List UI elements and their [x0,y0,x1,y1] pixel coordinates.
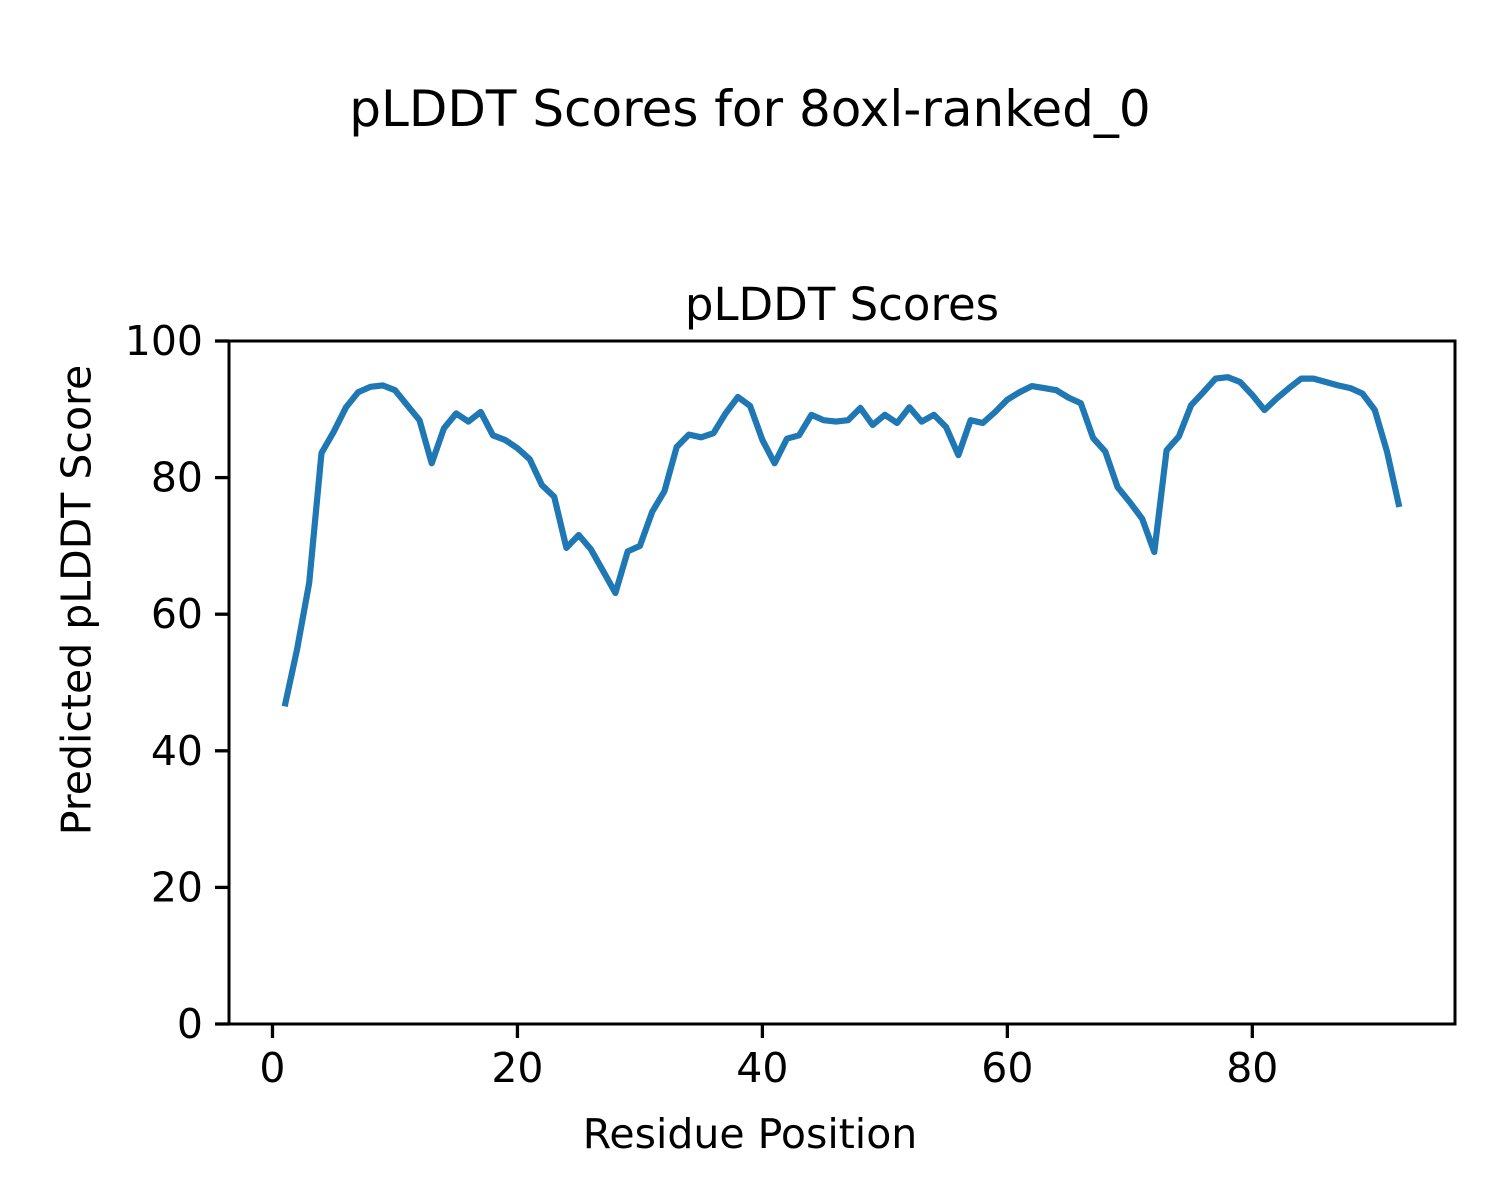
x-tick-label: 60 [981,1044,1033,1092]
x-tick-label: 20 [491,1044,543,1092]
y-tick-label: 20 [151,863,203,911]
x-tick-label: 0 [259,1044,285,1092]
y-axis-label: Predicted pLDDT Score [52,364,101,836]
x-tick-label: 40 [736,1044,788,1092]
y-tick-label: 100 [125,317,203,365]
figure-title: pLDDT Scores for 8oxl-ranked_0 [349,80,1151,138]
y-tick-label: 0 [177,1000,203,1048]
y-tick-label: 60 [151,590,203,638]
y-tick-label: 40 [151,727,203,775]
plddt-line [281,374,1403,708]
y-tick-label: 80 [151,454,203,502]
plot-border [227,339,1457,1026]
x-axis-label: Residue Position [582,1110,918,1158]
axes-title: pLDDT Scores [684,278,1000,331]
x-tick-label: 80 [1226,1044,1278,1092]
